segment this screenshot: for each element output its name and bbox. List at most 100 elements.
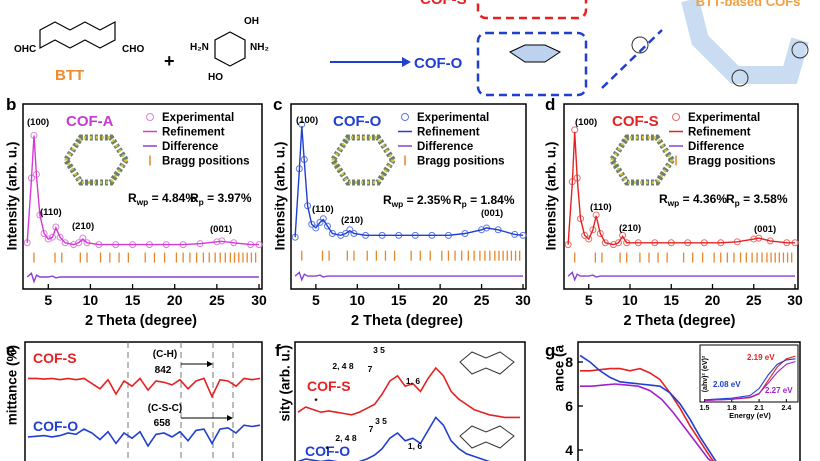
scheme: OHC CHO BTT + OH H₂N NH₂ HO COF-O COF-S … [14,0,809,97]
plot-frame [22,103,263,290]
peak-label: (110) [40,207,62,218]
band-arrow-head [207,361,213,367]
btt-structure [39,21,116,49]
cof-s-box [476,0,588,20]
series-line [28,377,261,399]
x-tick-label: 25 [746,292,762,308]
legend-swatch [401,113,409,121]
data-point [342,230,350,237]
legend-label: Experimental [688,112,760,124]
scheme-label: NH₂ [250,42,269,53]
panel-letter: e [6,341,15,360]
x-tick-label: 10 [349,292,365,308]
y-tick-label: 4 [565,442,573,458]
structure-sketch [329,134,397,186]
legend-label: Experimental [417,112,489,124]
panel-letter: c [273,95,282,114]
framework-label: BTT-based COFs [696,0,801,9]
peak-label: (001) [481,208,503,219]
data-point [614,239,622,247]
legend-label: Difference [417,141,473,153]
inset-frame [699,344,799,403]
annotation: (C-S-C) [148,403,182,414]
annotation: 3 5 [373,345,385,355]
legend-label: Bragg positions [688,156,776,168]
scheme-label: HO [208,72,223,83]
annotation: 7 [368,364,373,374]
structure-sketch [64,136,128,184]
x-tick-label: 15 [663,292,679,308]
x-tick-label: 20 [705,292,721,308]
framework-sketch [681,0,809,84]
stat-subscript: p [462,199,467,209]
stat-text: = 4.36% [679,192,727,206]
annotation: 1, 6 [408,441,422,451]
legend-label: Refinement [688,127,751,139]
inset-y-label: (ahν)² (eV)² [702,355,709,392]
series-line [579,354,717,461]
product-label: COF-S [420,0,467,8]
stat-subscript: p [199,197,204,207]
product-label: COF-O [414,55,463,72]
series-line [294,271,523,282]
y-axis-label: mittance (%) [5,345,20,425]
series-line [297,416,491,461]
chart-title: COF-S [612,113,659,130]
legend-label: Refinement [417,127,480,139]
series-line [580,383,713,461]
stat-symbol: R [383,193,392,207]
y-axis-label: Intensity (arb. u.) [5,142,20,251]
panel-letter: d [545,95,555,114]
series-line [567,131,795,246]
diamine-ring [214,31,246,67]
series-line [26,135,259,246]
legend-swatch [146,113,154,121]
plus: + [164,51,175,71]
series-line [294,126,524,238]
inset-line [704,358,796,401]
series-label: COF-O [33,418,78,434]
x-axis-label: 2 Theta (degree) [85,313,197,329]
y-axis-label: Intensity (arb. u.) [273,142,288,251]
x-tick-label: 5 [312,292,320,308]
inset-annotation: 2.27 eV [765,386,793,395]
cof-o-box [476,31,588,97]
data-point [56,233,64,241]
fit-statistic: Rp = 3.58% [726,192,788,208]
y-tick-label: 8 [565,354,573,370]
stat-symbol: R [128,191,137,205]
stat-subscript: wp [391,199,404,209]
data-point [346,226,354,234]
plot-frame [577,341,801,461]
data-point [323,222,331,230]
annotation: 658 [154,418,171,429]
annotation: 2, 4 8 [335,433,357,443]
x-tick-label: 10 [83,292,99,308]
stat-text: = 4.84% [148,191,196,205]
peak-label: (210) [619,223,641,234]
structure-sketch [62,134,130,186]
peak-label: (210) [72,221,94,232]
legend-label: Difference [688,141,744,153]
structure-sketch [608,134,676,186]
plot-frame [563,103,799,290]
plot-frame [290,103,527,290]
framework-node [631,36,649,54]
series-line [567,271,795,282]
data-point [79,234,87,242]
peak-label: (100) [27,117,49,128]
arrow-head [402,57,411,67]
data-point [585,235,593,243]
scheme-label: H₂N [190,42,209,53]
y-axis-label: Intensity (arb. u.) [544,142,559,251]
data-point [589,226,597,234]
legend-label: Bragg positions [162,156,250,168]
inset-annotation: 2.08 eV [713,380,741,389]
annotation: (C-H) [153,349,177,360]
plot-frame [294,341,526,461]
stat-subscript: wp [667,198,680,208]
framework-node [731,69,749,87]
structure-sketch [610,136,674,184]
inset-line [704,360,796,401]
